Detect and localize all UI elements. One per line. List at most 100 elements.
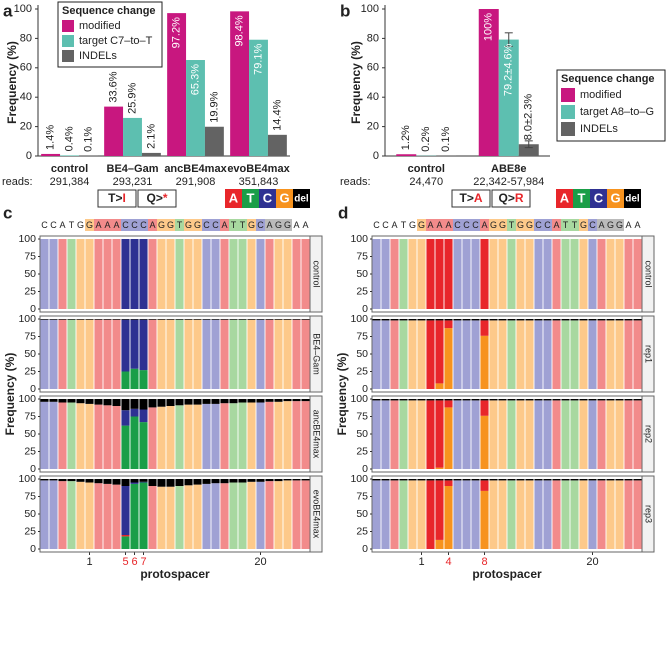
deletion-segment — [525, 479, 534, 481]
reference-segment — [121, 486, 130, 535]
reference-segment — [453, 400, 462, 469]
reference-segment — [579, 239, 588, 309]
reference-segment — [498, 480, 507, 549]
reference-segment — [76, 403, 85, 469]
sequence-base: A — [302, 220, 308, 230]
y-tick-label: 0 — [362, 463, 368, 475]
facet-panel — [371, 315, 643, 393]
y-tick-label: 50 — [356, 348, 368, 360]
y-tick-label: 0 — [30, 463, 36, 475]
reference-segment — [570, 320, 579, 389]
deletion-segment — [229, 319, 238, 320]
sequence-background — [184, 219, 193, 231]
facet-panel — [371, 475, 643, 553]
y-tick-label: 25 — [356, 445, 368, 457]
deletion-segment — [444, 399, 453, 401]
sequence-base: A — [634, 220, 640, 230]
reference-segment — [489, 480, 498, 549]
deletion-segment — [534, 319, 543, 321]
deletion-segment — [292, 399, 301, 402]
reference-segment — [408, 320, 417, 389]
deletion-segment — [417, 319, 426, 321]
facet-strip — [309, 235, 323, 313]
y-tick-label: 0 — [30, 383, 36, 395]
deletion-segment — [76, 479, 85, 482]
reference-segment — [606, 480, 615, 549]
deletion-segment — [552, 399, 561, 401]
reference-segment — [283, 319, 292, 389]
sequence-base: C — [41, 220, 48, 230]
reference-segment — [40, 319, 49, 389]
deletion-segment — [85, 399, 94, 404]
reference-segment — [265, 239, 274, 309]
y-tick-label: 75 — [356, 250, 368, 262]
reference-segment — [417, 239, 426, 309]
deletion-segment — [148, 319, 157, 320]
reference-segment — [417, 400, 426, 469]
panel-letter: a — [3, 1, 13, 20]
reference-segment — [238, 482, 247, 549]
value-label: 33.6% — [108, 71, 120, 102]
sequence-base: C — [535, 220, 542, 230]
y-tick-label: 25 — [356, 365, 368, 377]
reference-segment — [543, 320, 552, 389]
deletion-segment — [597, 479, 606, 481]
bar — [478, 9, 499, 156]
reference-segment — [507, 400, 516, 469]
reference-segment — [570, 480, 579, 549]
reference-segment — [390, 480, 399, 549]
deletion-segment — [121, 479, 130, 486]
deletion-segment — [193, 319, 202, 320]
facet-label: control — [312, 260, 322, 287]
legend-swatch — [590, 189, 607, 208]
sequence-background — [534, 219, 543, 231]
deletion-segment — [166, 479, 175, 487]
reference-segment — [148, 239, 157, 309]
reads-value: 293,231 — [113, 176, 153, 188]
y-tick-label: 60 — [20, 62, 32, 74]
y-tick-label: 25 — [356, 285, 368, 297]
reference-segment — [597, 239, 606, 309]
value-label: 0.1% — [440, 127, 452, 152]
sequence-base: G — [77, 220, 84, 230]
edit-segment — [480, 415, 489, 469]
value-label: 1.4% — [45, 125, 57, 150]
deletion-segment — [453, 479, 462, 481]
y-tick-label: 100 — [18, 393, 36, 405]
deletion-segment — [624, 399, 633, 401]
y-tick-label: 75 — [356, 490, 368, 502]
deletion-segment — [444, 319, 453, 321]
deletion-segment — [202, 399, 211, 404]
deletion-segment — [220, 319, 229, 320]
deletion-segment — [579, 479, 588, 481]
sequence-background — [498, 219, 507, 231]
sequence-background — [265, 219, 274, 231]
reference-segment — [85, 403, 94, 469]
deletion-segment — [534, 399, 543, 401]
deletion-segment — [543, 399, 552, 401]
sequence-background — [561, 219, 570, 231]
reference-segment — [148, 319, 157, 389]
deletion-segment — [265, 399, 274, 402]
value-label: 2.1% — [145, 124, 157, 149]
reference-segment — [471, 400, 480, 469]
reference-segment — [462, 239, 471, 309]
y-tick-label: 0 — [30, 543, 36, 555]
deletion-segment — [435, 399, 444, 401]
annotation-to: R — [515, 191, 524, 205]
reference-segment — [94, 483, 103, 549]
reference-segment — [193, 319, 202, 389]
y-tick-label: 25 — [24, 365, 36, 377]
deletion-segment — [292, 479, 301, 481]
reference-segment — [274, 481, 283, 549]
bar — [249, 39, 268, 156]
deletion-segment — [193, 479, 202, 485]
deletion-segment — [615, 399, 624, 401]
deletion-segment — [40, 479, 49, 481]
reference-segment — [498, 400, 507, 469]
deletion-segment — [570, 479, 579, 481]
sequence-base: G — [490, 220, 497, 230]
deletion-segment — [507, 319, 516, 321]
reference-segment — [256, 481, 265, 549]
reference-segment — [283, 401, 292, 469]
